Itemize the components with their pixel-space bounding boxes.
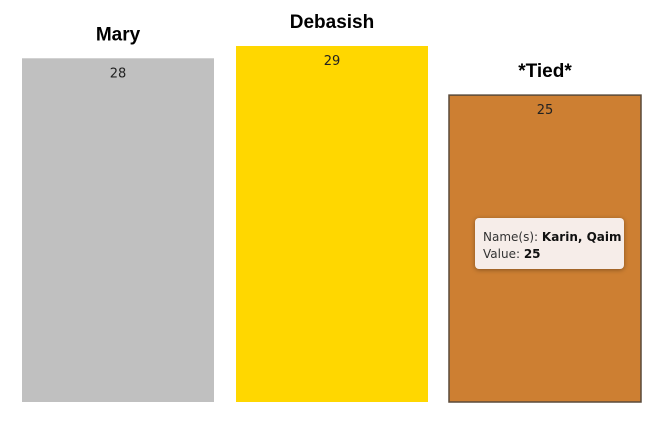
bar-mary[interactable] <box>22 58 214 402</box>
tooltip-name-row: Name(s): Karin, Qaim <box>483 229 622 246</box>
tooltip-name-value: Karin, Qaim <box>541 230 622 244</box>
category-label-mary: Mary <box>96 24 141 45</box>
tooltip-name-label: Name(s): <box>483 230 539 244</box>
data-label-mary: 28 <box>110 66 127 81</box>
bar-debasish[interactable] <box>236 46 428 402</box>
tooltip: Name(s): Karin, Qaim Value: 25 <box>475 218 624 269</box>
data-label-tied: 25 <box>537 103 554 118</box>
data-label-debasish: 29 <box>324 54 341 69</box>
tooltip-value-row: Value: 25 <box>483 246 616 263</box>
tooltip-value-label: Value: <box>483 247 520 261</box>
category-label-debasish: Debasish <box>290 12 374 33</box>
tooltip-value-value: 25 <box>523 247 541 261</box>
category-label-tied: *Tied* <box>518 61 572 82</box>
